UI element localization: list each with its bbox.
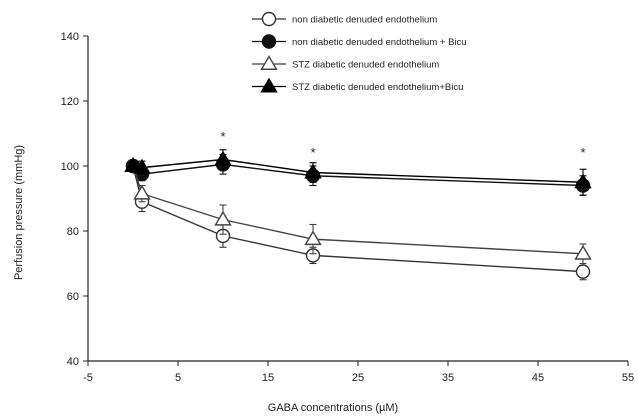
significance-marker: * [220,129,225,144]
y-tick-label: 80 [67,226,79,238]
y-tick-label: 40 [67,356,79,368]
series-line [132,163,584,187]
data-point [574,173,592,189]
y-tick-label: 60 [67,291,79,303]
series-4 [124,149,592,196]
legend-item: non diabetic denuded endothelium [252,11,437,27]
x-axis-title: GABA concentrations (µM) [268,402,398,414]
data-point [214,210,232,226]
legend-item: STZ diabetic denuded endothelium [252,55,439,71]
series-line [132,158,584,183]
x-tick-label: -5 [83,372,93,384]
axes: 40 60 80 100 120 140 -5 5 15 25 35 45 55 [61,31,634,384]
series-2 [125,154,591,196]
data-point [260,77,278,93]
data-point [261,34,277,49]
data-point [133,184,151,200]
legend-label: non diabetic denuded endothelium + Bicu [292,37,467,48]
data-point [574,244,592,260]
significance-marker: * [310,145,315,160]
data-point [214,150,232,166]
x-tick-label: 5 [175,372,181,384]
data-point [304,163,322,179]
data-point [575,264,591,279]
x-tick-label: 15 [262,372,274,384]
data-point [261,11,277,27]
legend-label: non diabetic denuded endothelium [292,15,437,26]
legend: non diabetic denuded endothelium non diab… [252,11,467,93]
x-tick-label: 55 [622,372,634,384]
y-tick-label: 100 [61,161,79,173]
y-axis-title: Perfusion pressure (mmHg) [13,145,25,280]
significance-marker: * [580,145,585,160]
legend-item: non diabetic denuded endothelium + Bicu [252,34,467,49]
x-tick-label: 25 [352,372,364,384]
legend-label: STZ diabetic denuded endothelium [292,60,439,71]
legend-label: STZ diabetic denuded endothelium+Bicu [292,82,463,93]
y-tick-label: 120 [61,96,79,108]
y-tick-label: 140 [61,31,79,43]
series-line [132,165,584,273]
x-tick-label: 35 [442,372,454,384]
data-point [260,55,278,70]
x-tick-label: 45 [532,372,544,384]
legend-item: STZ diabetic denuded endothelium+Bicu [252,77,463,93]
data-point [133,158,151,174]
data-point [304,230,322,246]
